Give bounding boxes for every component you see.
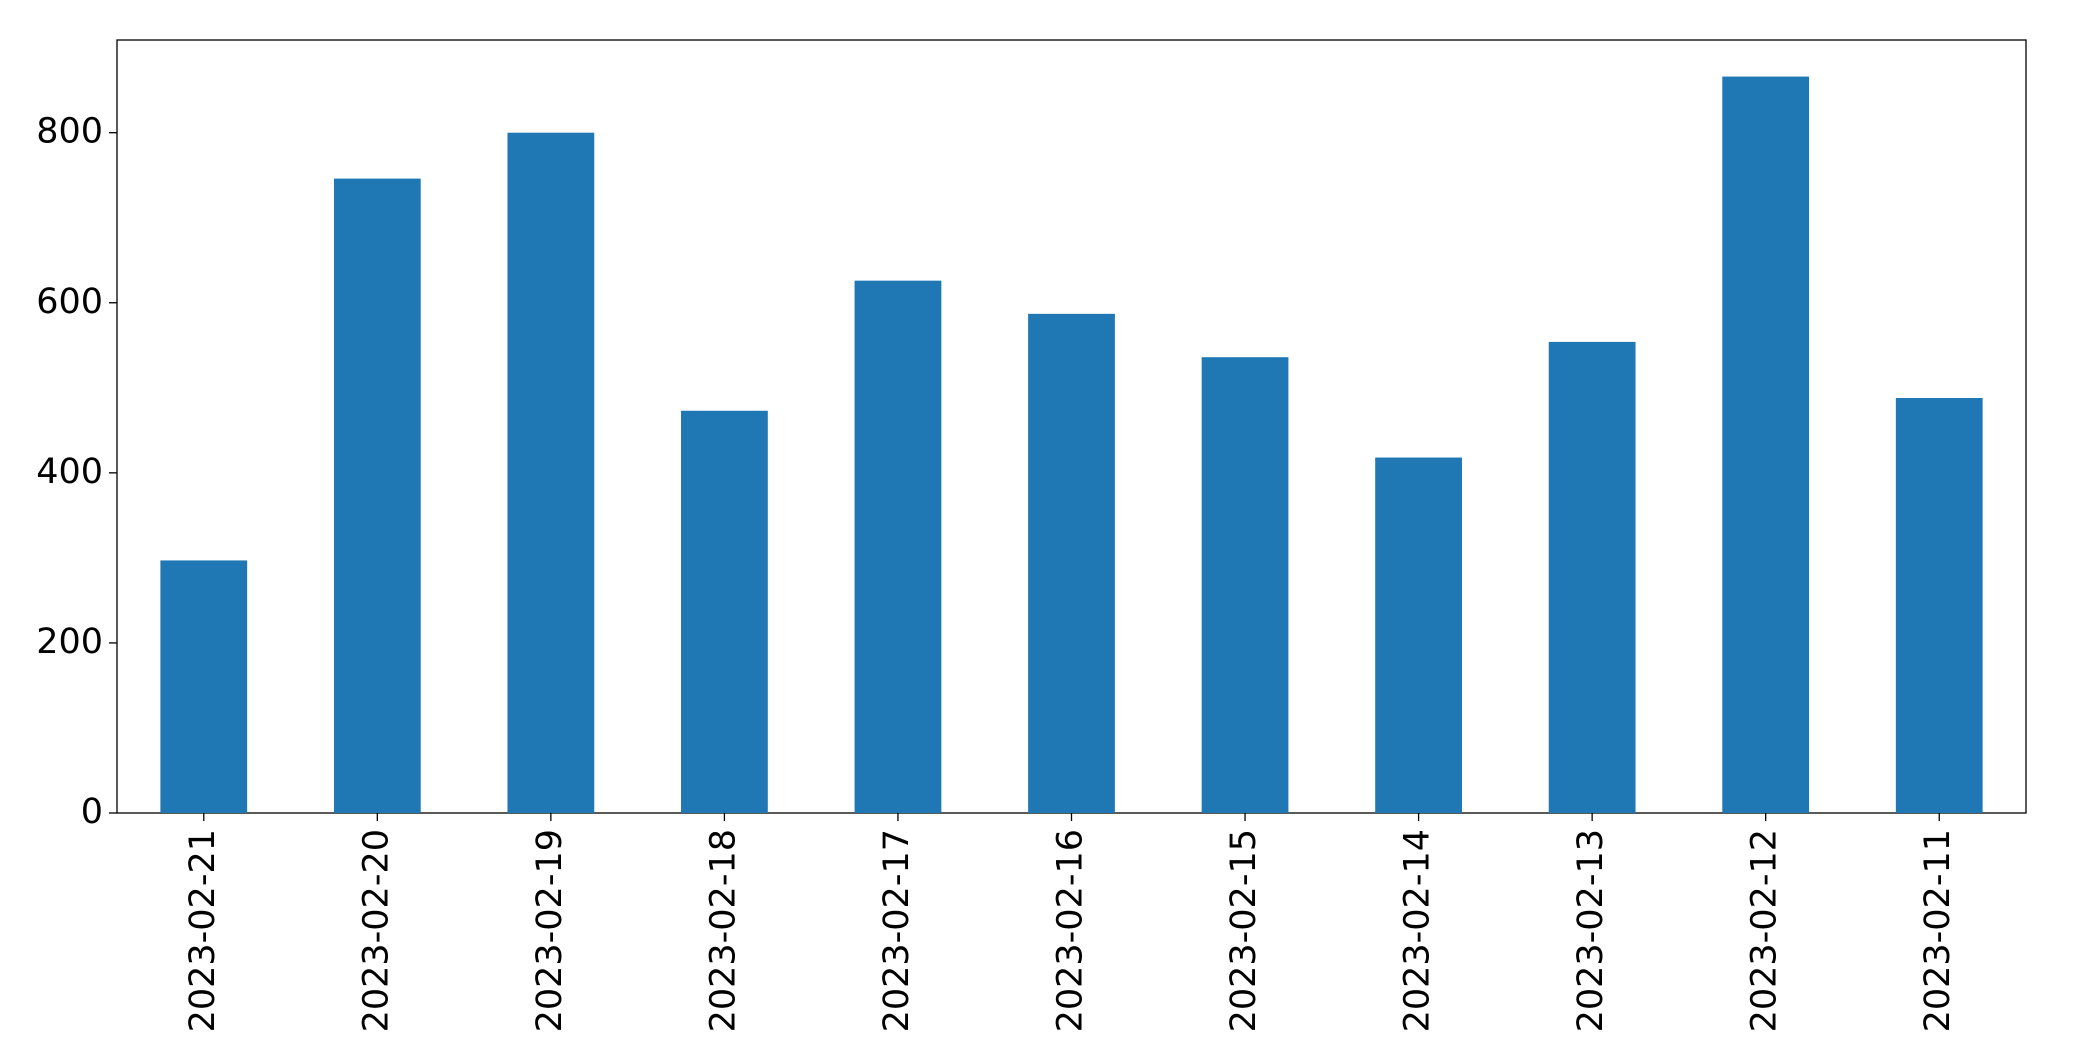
y-tick-label: 800 bbox=[36, 112, 103, 152]
x-tick-label: 2023-02-19 bbox=[530, 829, 570, 1032]
bar bbox=[160, 560, 248, 813]
bar bbox=[1548, 341, 1636, 813]
x-tick-label: 2023-02-12 bbox=[1745, 829, 1785, 1032]
x-tick-label: 2023-02-17 bbox=[877, 829, 917, 1032]
x-tick-label: 2023-02-13 bbox=[1571, 829, 1611, 1032]
x-tick-label: 2023-02-11 bbox=[1918, 829, 1958, 1032]
bar bbox=[1201, 357, 1289, 813]
bar bbox=[854, 280, 942, 814]
y-tick-label: 400 bbox=[36, 452, 103, 492]
bar bbox=[1722, 76, 1810, 814]
x-tick-label: 2023-02-20 bbox=[356, 829, 396, 1032]
x-tick-label: 2023-02-21 bbox=[183, 829, 223, 1032]
bar bbox=[333, 178, 421, 813]
bar bbox=[1895, 398, 1983, 813]
bar bbox=[681, 410, 768, 813]
y-tick-label: 600 bbox=[36, 282, 103, 322]
x-tick-label: 2023-02-18 bbox=[703, 829, 743, 1032]
bar bbox=[1028, 313, 1115, 813]
x-tick-label: 2023-02-16 bbox=[1051, 829, 1091, 1032]
x-tick-label: 2023-02-14 bbox=[1398, 829, 1438, 1032]
x-tick-label: 2023-02-15 bbox=[1224, 829, 1264, 1032]
y-tick-label: 200 bbox=[36, 622, 103, 662]
bar bbox=[507, 132, 595, 814]
y-tick-label: 0 bbox=[81, 792, 103, 832]
bar bbox=[1375, 457, 1462, 813]
